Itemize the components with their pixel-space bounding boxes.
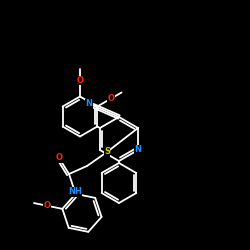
Text: N: N [85, 99, 92, 108]
Text: NH: NH [68, 188, 82, 196]
Text: S: S [104, 148, 110, 156]
Text: O: O [108, 94, 115, 103]
Text: O: O [76, 76, 84, 85]
Text: O: O [56, 154, 62, 162]
Text: N: N [134, 146, 141, 154]
Text: O: O [43, 201, 50, 210]
